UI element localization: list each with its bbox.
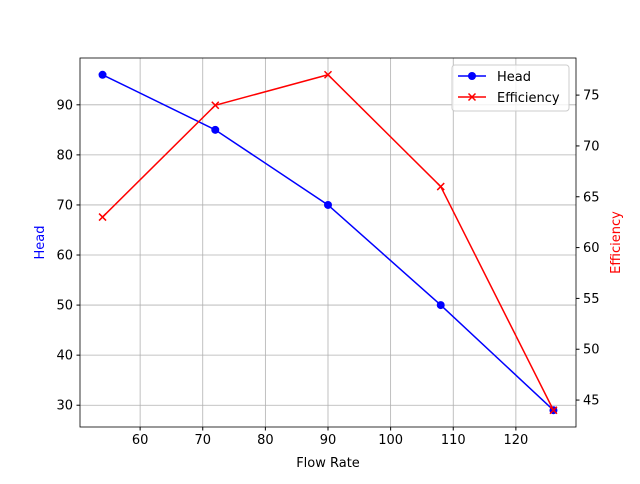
y2-tick-label: 55: [583, 292, 600, 307]
y-tick-label: 50: [56, 299, 73, 314]
legend-label-head: Head: [497, 70, 531, 85]
ticks: 60 70 80 90 100 110 120 30 40 50 60 70 80 90 45 50 55 60 6…: [56, 89, 599, 448]
x-tick-label: 120: [503, 433, 528, 448]
data-point-efficiency: [323, 70, 333, 79]
y2-tick-label: 75: [583, 89, 600, 104]
y-tick-label: 80: [56, 148, 73, 163]
legend-marker-head: [468, 72, 476, 80]
x-tick-label: 110: [441, 433, 466, 448]
legend-label-efficiency: Efficiency: [497, 91, 560, 106]
grid: [80, 58, 576, 427]
data-point-head: [211, 125, 220, 134]
y2-tick-label: 60: [583, 241, 600, 256]
data-point-efficiency: [211, 101, 220, 110]
data-point-head: [98, 70, 107, 79]
y2-axis-label: Efficiency: [609, 211, 624, 274]
data-point-head: [436, 301, 445, 310]
data-point-head: [324, 200, 332, 209]
y-tick-label: 40: [56, 349, 73, 364]
y-tick-label: 60: [56, 249, 73, 264]
data-point-efficiency: [98, 213, 107, 222]
y-tick-label: 30: [56, 399, 73, 414]
data-point-efficiency: [436, 182, 445, 191]
y2-tick-label: 45: [583, 394, 600, 409]
y2-tick-label: 65: [583, 190, 600, 205]
legend-marker-efficiency: [467, 92, 477, 102]
y-axis-label: Head: [33, 226, 48, 260]
data-point-efficiency: [549, 406, 558, 415]
legend: Head Efficiency: [451, 64, 570, 112]
series-layer: [98, 70, 558, 415]
x-tick-label: 60: [132, 433, 149, 448]
y-tick-label: 90: [56, 98, 73, 113]
y-tick-label: 70: [56, 198, 73, 213]
x-tick-label: 90: [320, 433, 337, 448]
x-tick-label: 80: [257, 433, 274, 448]
x-tick-label: 70: [194, 433, 211, 448]
x-tick-label: 100: [378, 433, 403, 448]
x-axis-label: Flow Rate: [296, 456, 360, 471]
y2-tick-label: 50: [583, 343, 600, 358]
y2-tick-label: 70: [583, 139, 600, 154]
